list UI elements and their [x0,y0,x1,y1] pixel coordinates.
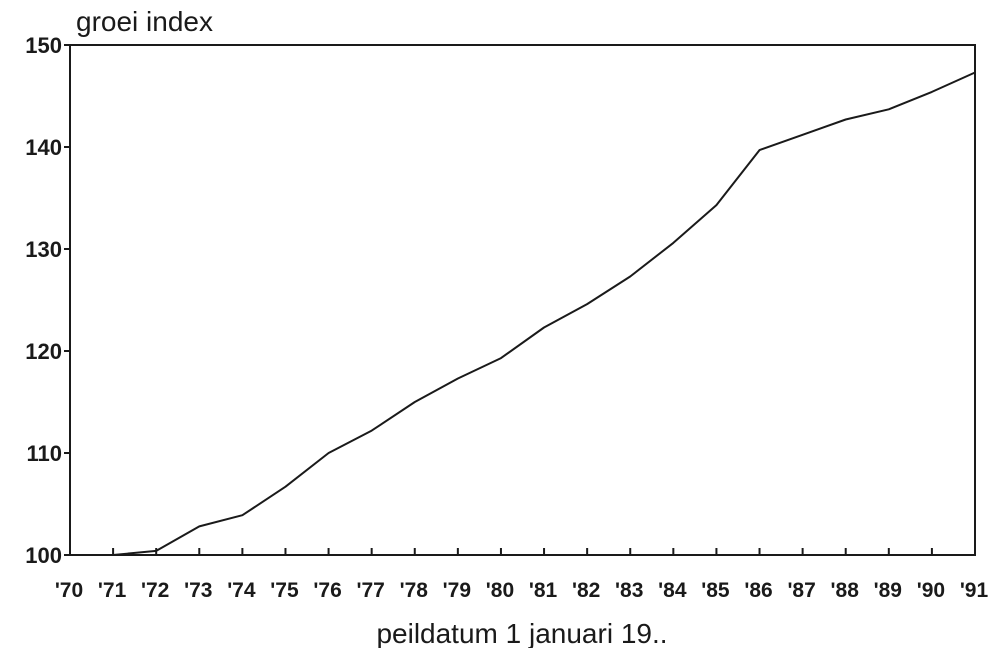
x-tick-label: '89 [874,579,902,602]
x-tick-label: '77 [356,579,384,602]
y-tick-label: 100 [25,543,62,568]
x-tick-label: '82 [572,579,600,602]
x-tick-label: '81 [529,579,558,602]
x-tick-label: '73 [184,579,212,602]
y-tick-label: 120 [25,339,62,364]
y-tick-label: 140 [25,135,62,160]
x-tick-label: '91 [960,579,989,602]
x-tick-label: '83 [615,579,643,602]
x-tick-label: '88 [831,579,860,602]
series-group [70,71,976,556]
y-axis: 100 110 120 130 140 150 [25,33,70,568]
x-tick-label: '70 [55,579,83,602]
x-tick-label: '86 [744,579,772,602]
x-axis: '70 '71 '72 '73 '74 '75 '76 '77 '78 '79 '80 '81 '82 '… [55,548,989,602]
plot-frame [69,44,976,556]
x-tick-label: '72 [141,579,169,602]
x-axis-label: peildatum 1 januari 19.. [376,618,667,648]
x-tick-label: '87 [787,579,815,602]
y-tick-label: 110 [27,441,63,466]
x-tick-label: '78 [400,579,429,602]
x-tick-label: '80 [486,579,514,602]
y-tick-label: 150 [25,33,62,58]
y-axis-label: groei index [76,6,213,37]
x-tick-label: '76 [313,579,341,602]
x-tick-label: '84 [658,579,687,602]
x-tick-label: '79 [443,579,471,602]
series-line [70,71,976,556]
x-tick-label: '71 [98,579,127,602]
x-tick-label: '74 [227,579,256,602]
y-tick-label: 130 [25,237,62,262]
x-tick-label: '75 [270,579,299,602]
x-tick-label: '90 [917,579,945,602]
x-tick-label: '85 [701,579,730,602]
